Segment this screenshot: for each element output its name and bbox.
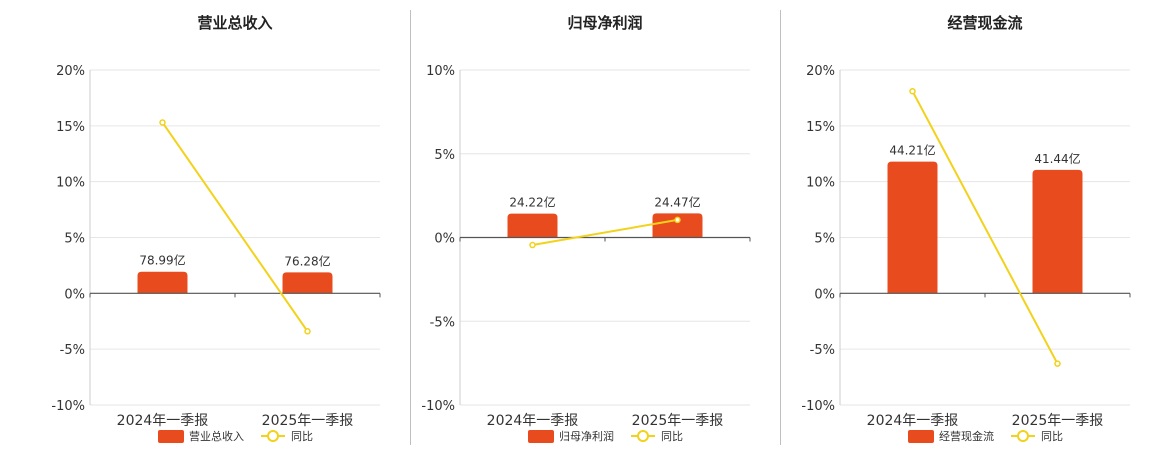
x-category-label: 2024年一季报: [117, 413, 209, 429]
legend-line-marker: [637, 430, 649, 442]
x-category-label: 2024年一季报: [487, 413, 579, 429]
yoy-line: [532, 218, 678, 247]
y-tick-label: 20%: [806, 64, 835, 79]
yoy-line: [161, 121, 309, 332]
legend-line-marker: [1017, 430, 1029, 442]
x-category-label: 2025年一季报: [262, 413, 354, 429]
y-tick-label: 10%: [56, 176, 85, 191]
legend-bar-label: 归母净利润: [559, 429, 614, 443]
y-tick-label: 15%: [806, 120, 835, 135]
panel-divider-2: [780, 10, 781, 445]
panel-divider-1: [410, 10, 411, 445]
bar[interactable]: [282, 272, 333, 294]
y-tick-label: -5%: [810, 343, 835, 358]
chart-title: 经营现金流: [947, 14, 1022, 32]
y-tick-label: -5%: [430, 315, 455, 330]
yoy-point[interactable]: [159, 119, 166, 126]
yoy-point[interactable]: [909, 87, 916, 95]
yoy-line: [911, 90, 1059, 365]
x-category-label: 2024年一季报: [867, 413, 959, 429]
yoy-point[interactable]: [674, 216, 681, 224]
bar[interactable]: [507, 213, 558, 238]
y-tick-label: -5%: [60, 343, 85, 358]
y-tick-label: 15%: [56, 120, 85, 135]
y-tick-label: -10%: [421, 399, 455, 414]
y-tick-label: 0%: [814, 287, 835, 302]
y-tick-label: 5%: [64, 232, 85, 247]
legend-bar-swatch: [908, 430, 934, 443]
bar[interactable]: [137, 271, 188, 294]
yoy-point[interactable]: [1054, 360, 1061, 367]
yoy-point[interactable]: [304, 328, 311, 335]
y-tick-label: 10%: [426, 64, 455, 79]
legend-line-label: 同比: [291, 430, 313, 443]
bar-value-label: 78.99亿: [139, 253, 185, 268]
legend-line-marker: [267, 430, 279, 442]
y-tick-label: 0%: [434, 232, 455, 247]
bar-value-label: 41.44亿: [1034, 151, 1080, 166]
x-category-label: 2025年一季报: [1012, 413, 1104, 429]
bar[interactable]: [1032, 169, 1083, 294]
y-tick-label: -10%: [801, 399, 835, 414]
bar[interactable]: [652, 213, 703, 238]
bar-value-label: 24.22亿: [509, 195, 555, 210]
legend-bar-swatch: [528, 430, 554, 443]
y-tick-label: 20%: [56, 64, 85, 79]
x-category-label: 2025年一季报: [632, 413, 724, 429]
bar[interactable]: [887, 161, 938, 294]
y-tick-label: 0%: [64, 287, 85, 302]
legend-bar-label: 营业总收入: [189, 429, 244, 443]
legend-line-label: 同比: [661, 430, 683, 443]
legend-bar-label: 经营现金流: [939, 429, 994, 443]
yoy-point[interactable]: [529, 241, 536, 249]
chart-title: 营业总收入: [197, 14, 272, 32]
y-tick-label: 5%: [814, 232, 835, 247]
chart-title: 归母净利润: [567, 14, 642, 32]
y-tick-label: 10%: [806, 176, 835, 191]
bar-value-label: 44.21亿: [889, 143, 935, 158]
legend-bar-swatch: [158, 430, 184, 443]
y-tick-label: -10%: [51, 399, 85, 414]
y-tick-label: 5%: [434, 148, 455, 163]
bar-value-label: 24.47亿: [654, 194, 700, 209]
legend-line-label: 同比: [1041, 430, 1063, 443]
bar-value-label: 76.28亿: [284, 253, 330, 268]
